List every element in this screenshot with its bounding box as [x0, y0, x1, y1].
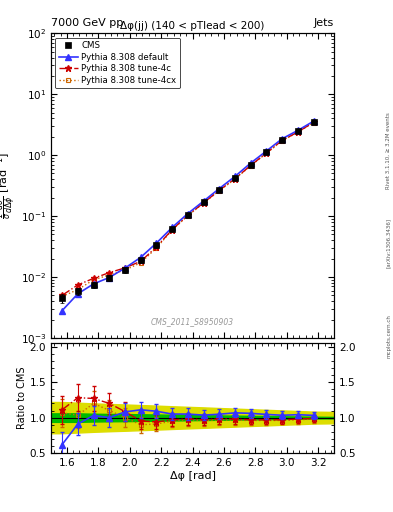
- Title: Δφ(jj) (140 < pTlead < 200): Δφ(jj) (140 < pTlead < 200): [120, 21, 265, 31]
- X-axis label: Δφ [rad]: Δφ [rad]: [169, 471, 216, 481]
- Text: Jets: Jets: [314, 18, 334, 28]
- Text: Rivet 3.1.10, ≥ 3.2M events: Rivet 3.1.10, ≥ 3.2M events: [386, 113, 391, 189]
- Text: mcplots.cern.ch: mcplots.cern.ch: [386, 314, 391, 357]
- Text: CMS_2011_S8950903: CMS_2011_S8950903: [151, 317, 234, 326]
- Text: 7000 GeV pp: 7000 GeV pp: [51, 18, 123, 28]
- Y-axis label: Ratio to CMS: Ratio to CMS: [17, 367, 27, 430]
- Legend: CMS, Pythia 8.308 default, Pythia 8.308 tune-4c, Pythia 8.308 tune-4cx: CMS, Pythia 8.308 default, Pythia 8.308 …: [55, 37, 180, 88]
- Text: [arXiv:1306.3436]: [arXiv:1306.3436]: [386, 218, 391, 268]
- Y-axis label: $\frac{1}{\sigma}\frac{d\sigma}{d\Delta\phi}$ [rad$^{-1}$]: $\frac{1}{\sigma}\frac{d\sigma}{d\Delta\…: [0, 152, 19, 219]
